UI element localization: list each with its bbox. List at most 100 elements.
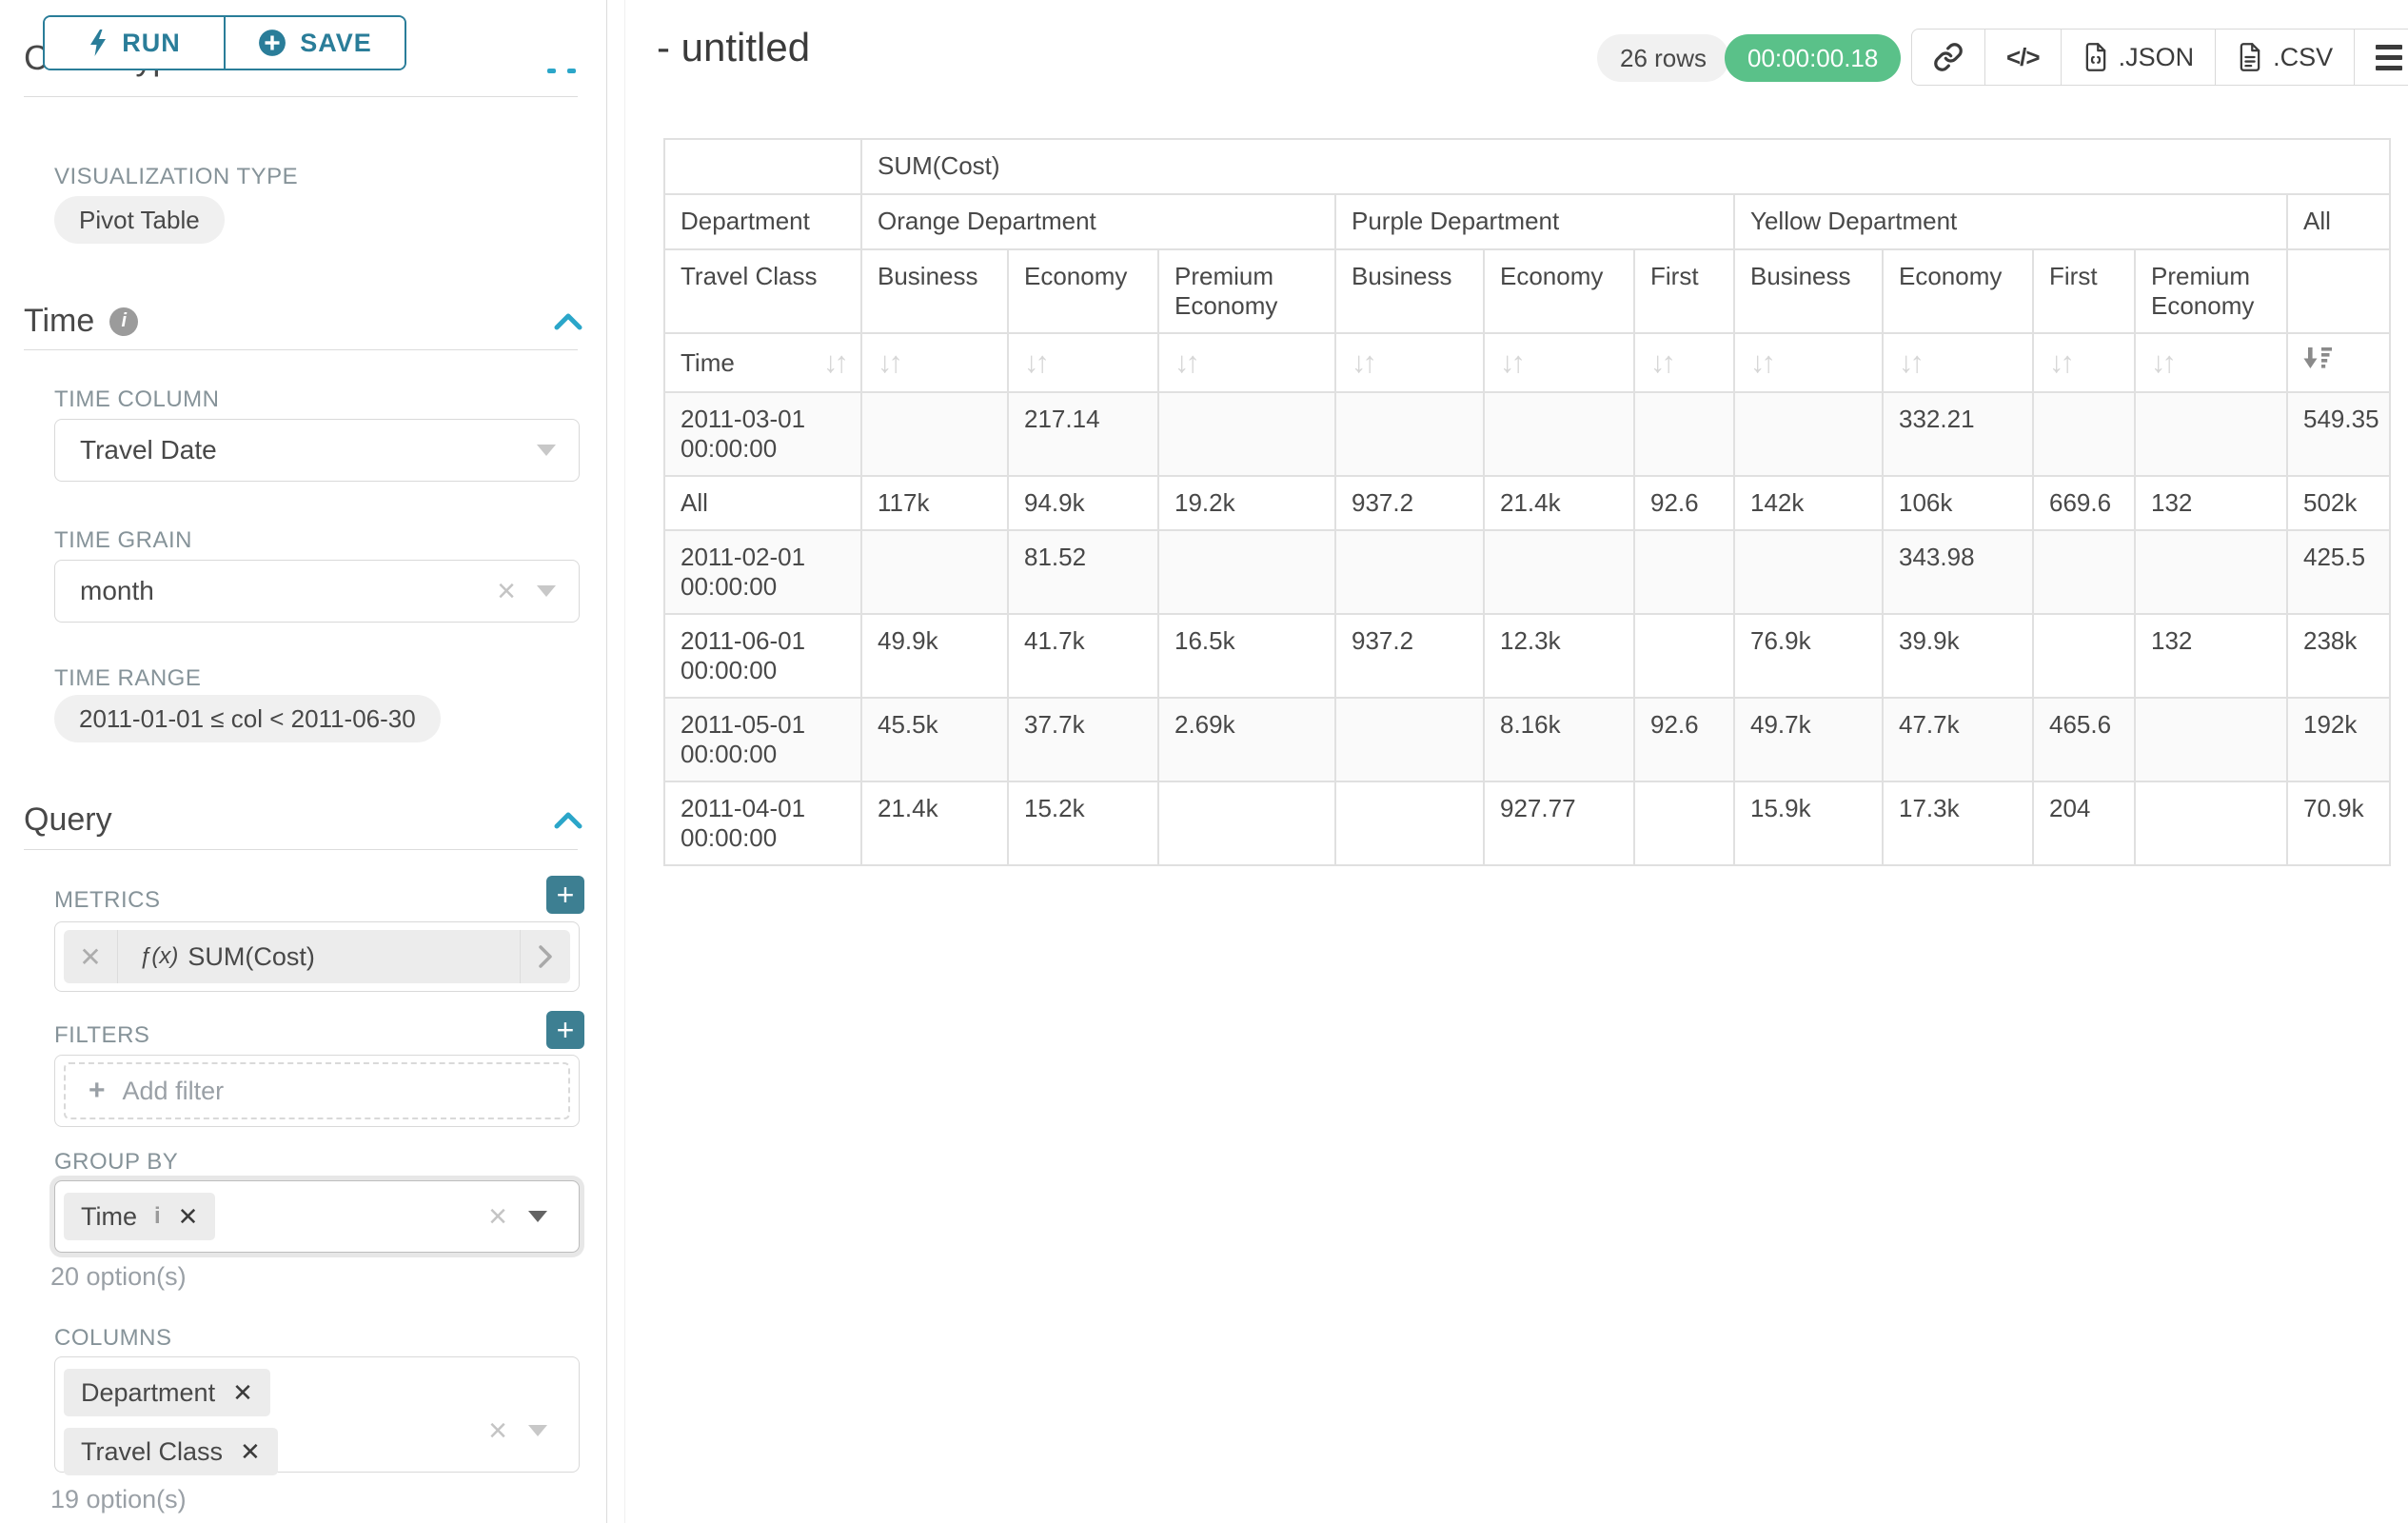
fx-icon: ƒ(x)	[139, 943, 179, 969]
time-range-label: TIME RANGE	[54, 665, 202, 691]
export-json-button[interactable]: .JSON	[2060, 30, 2216, 85]
column-sort-header[interactable]: ↓↑	[1009, 334, 1157, 391]
column-sort-header[interactable]: ↓↑	[862, 334, 1007, 391]
clear-x-icon[interactable]: ×	[497, 573, 516, 609]
value-cell	[1735, 531, 1882, 613]
section-separator	[24, 349, 578, 350]
embed-code-button[interactable]: </>	[1984, 30, 2061, 85]
value-cell: 92.6	[1635, 699, 1733, 781]
section-separator	[24, 849, 578, 850]
plus-circle-icon	[259, 30, 286, 56]
rows-dimension-label: Time	[681, 347, 735, 377]
time-range-chip[interactable]: 2011-01-01 ≤ col < 2011-06-30	[54, 695, 441, 742]
column-group-header: All	[2288, 195, 2390, 248]
time-section-title-text: Time	[24, 303, 95, 339]
metrics-label: METRICS	[54, 887, 161, 913]
time-column-select[interactable]: Travel Date	[54, 419, 580, 482]
chevron-up-icon[interactable]	[552, 809, 584, 832]
value-cell: 45.5k	[862, 699, 1007, 781]
time-grain-select[interactable]: month ×	[54, 560, 580, 623]
subcolumn-header: Economy	[1884, 250, 2032, 332]
add-metric-button[interactable]: +	[546, 876, 584, 914]
clear-x-icon[interactable]: ×	[488, 1198, 507, 1235]
column-sort-header[interactable]: ↓↑	[2136, 334, 2286, 391]
value-cell	[862, 393, 1007, 475]
subcolumn-header: Premium Economy	[1159, 250, 1334, 332]
remove-metric-icon[interactable]: ✕	[64, 930, 118, 983]
panel-divider[interactable]	[606, 0, 607, 1523]
value-cell: 16.5k	[1159, 615, 1334, 697]
add-filter-plus-button[interactable]: +	[546, 1011, 584, 1049]
subcolumn-header: First	[1635, 250, 1733, 332]
caret-down-icon	[537, 445, 556, 456]
rows-dimension-sort-header[interactable]: Time ↓↑	[665, 334, 860, 391]
remove-chip-icon[interactable]: ✕	[240, 1436, 261, 1466]
value-cell: 343.98	[1884, 531, 2032, 613]
value-cell: 927.77	[1485, 782, 1633, 864]
value-cell: 8.16k	[1485, 699, 1633, 781]
row-label-cell: All	[665, 477, 860, 529]
export-button-group: </> .JSON .CSV	[1911, 29, 2408, 86]
value-cell	[1735, 393, 1882, 475]
column-sort-header[interactable]: ↓↑	[1336, 334, 1483, 391]
group-by-select[interactable]: Time i ✕ ×	[54, 1180, 580, 1253]
share-link-button[interactable]	[1912, 30, 1984, 85]
sort-toggle-icon: ↓↑	[1174, 346, 1200, 379]
column-sort-header[interactable]: ↓↑	[1159, 334, 1334, 391]
info-circle-icon: i	[109, 307, 139, 336]
query-timer-badge: 00:00:00.18	[1725, 34, 1902, 82]
remove-chip-icon[interactable]: ✕	[232, 1377, 253, 1407]
sort-toggle-icon: ↓↑	[2151, 346, 2177, 379]
add-filter-button[interactable]: + Add filter	[64, 1062, 570, 1119]
row-label-cell: 2011-05-01 00:00:00	[665, 699, 860, 781]
row-label-cell: 2011-04-01 00:00:00	[665, 782, 860, 864]
value-cell: 49.9k	[862, 615, 1007, 697]
sort-toggle-icon: ↓↑	[823, 346, 849, 379]
column-sort-header[interactable]	[2288, 334, 2390, 391]
column-sort-header[interactable]: ↓↑	[1485, 334, 1633, 391]
clear-x-icon[interactable]: ×	[488, 1413, 507, 1449]
save-button-label: SAVE	[300, 28, 372, 57]
column-sort-header[interactable]: ↓↑	[1635, 334, 1733, 391]
columns-select[interactable]: Department ✕ Travel Class ✕ ×	[54, 1356, 580, 1475]
menu-button[interactable]	[2354, 30, 2408, 85]
chevron-right-icon[interactable]	[520, 930, 570, 983]
value-cell	[1159, 531, 1334, 613]
section-separator	[24, 96, 578, 97]
value-cell: 81.52	[1009, 531, 1157, 613]
time-grain-label: TIME GRAIN	[54, 527, 193, 553]
save-button[interactable]: SAVE	[226, 17, 405, 69]
chevron-up-icon[interactable]	[552, 310, 584, 333]
value-cell: 92.6	[1635, 477, 1733, 529]
pivot-table: SUM(Cost) Department Orange Department Purp…	[663, 138, 2392, 866]
column-sort-header[interactable]: ↓↑	[1735, 334, 1882, 391]
metric-chip[interactable]: ✕ ƒ(x) SUM(Cost)	[64, 930, 570, 983]
run-button[interactable]: RUN	[45, 17, 226, 69]
value-cell	[2034, 615, 2134, 697]
export-csv-button[interactable]: .CSV	[2215, 30, 2354, 85]
columns-chip[interactable]: Travel Class ✕	[64, 1428, 278, 1475]
value-cell	[1159, 393, 1334, 475]
remove-chip-icon[interactable]: ✕	[177, 1201, 199, 1231]
group-by-chip[interactable]: Time i ✕	[64, 1193, 216, 1240]
subcolumn-header: Business	[1336, 250, 1483, 332]
add-filter-label: Add filter	[122, 1076, 225, 1105]
value-cell: 21.4k	[862, 782, 1007, 864]
subcolumn-header: First	[2034, 250, 2134, 332]
value-cell: 37.7k	[1009, 699, 1157, 781]
chart-title[interactable]: - untitled	[657, 25, 811, 69]
value-cell	[1336, 699, 1483, 781]
group-by-label: GROUP BY	[54, 1149, 179, 1175]
row-count-badge: 26 rows	[1597, 34, 1730, 82]
value-cell: 502k	[2288, 477, 2390, 529]
time-section-title: Time i	[24, 303, 139, 340]
column-sort-header[interactable]: ↓↑	[2034, 334, 2134, 391]
column-sort-header[interactable]: ↓↑	[1884, 334, 2032, 391]
value-cell	[862, 531, 1007, 613]
columns-chip[interactable]: Department ✕	[64, 1369, 270, 1416]
visualization-type-chip[interactable]: Pivot Table	[54, 196, 225, 244]
value-cell: 425.5	[2288, 531, 2390, 613]
value-cell	[1336, 393, 1483, 475]
value-cell: 41.7k	[1009, 615, 1157, 697]
value-cell: 669.6	[2034, 477, 2134, 529]
